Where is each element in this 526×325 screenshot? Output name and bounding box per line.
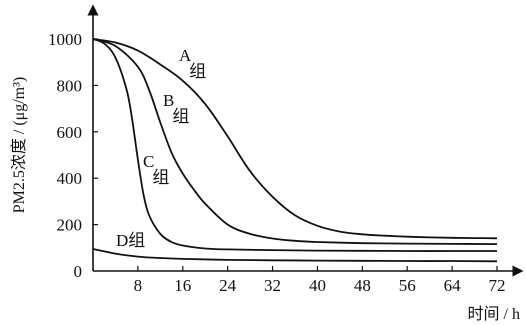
series-line-2: [92, 38, 498, 245]
x-tick-label: 40: [309, 276, 326, 295]
series-line-1: [92, 38, 498, 240]
x-tick-label: 16: [174, 276, 191, 295]
x-axis-title: 时间 / h: [468, 305, 520, 323]
x-tick-label: 32: [264, 276, 281, 295]
y-tick-label: 400: [57, 169, 83, 188]
x-tick-label: 64: [444, 276, 462, 295]
y-tick-group: 0 200 400 600 800 1000: [48, 30, 98, 281]
series-curves: [92, 38, 498, 263]
series-line-4: [92, 248, 498, 263]
x-tick-group: 8 16 24 32 40 48 56 64 72: [134, 266, 506, 295]
y-tick-label: 200: [57, 216, 83, 235]
y-tick-label: 0: [74, 262, 83, 281]
series-labels: A 组 B 组 C 组 D组: [116, 46, 206, 250]
x-tick-label: 24: [219, 276, 237, 295]
y-axis-title: PM2.5浓度 / (μg/m³): [10, 77, 28, 214]
x-tick-label: 56: [399, 276, 416, 295]
x-tick-label: 8: [134, 276, 143, 295]
series-line-3: [92, 38, 497, 252]
y-tick-label: 600: [57, 123, 83, 142]
y-tick-label: 1000: [48, 30, 82, 49]
y-tick-label: 800: [57, 76, 83, 95]
series-label-4: D组: [116, 231, 145, 250]
x-tick-label: 48: [354, 276, 371, 295]
x-tick-label: 72: [489, 276, 506, 295]
